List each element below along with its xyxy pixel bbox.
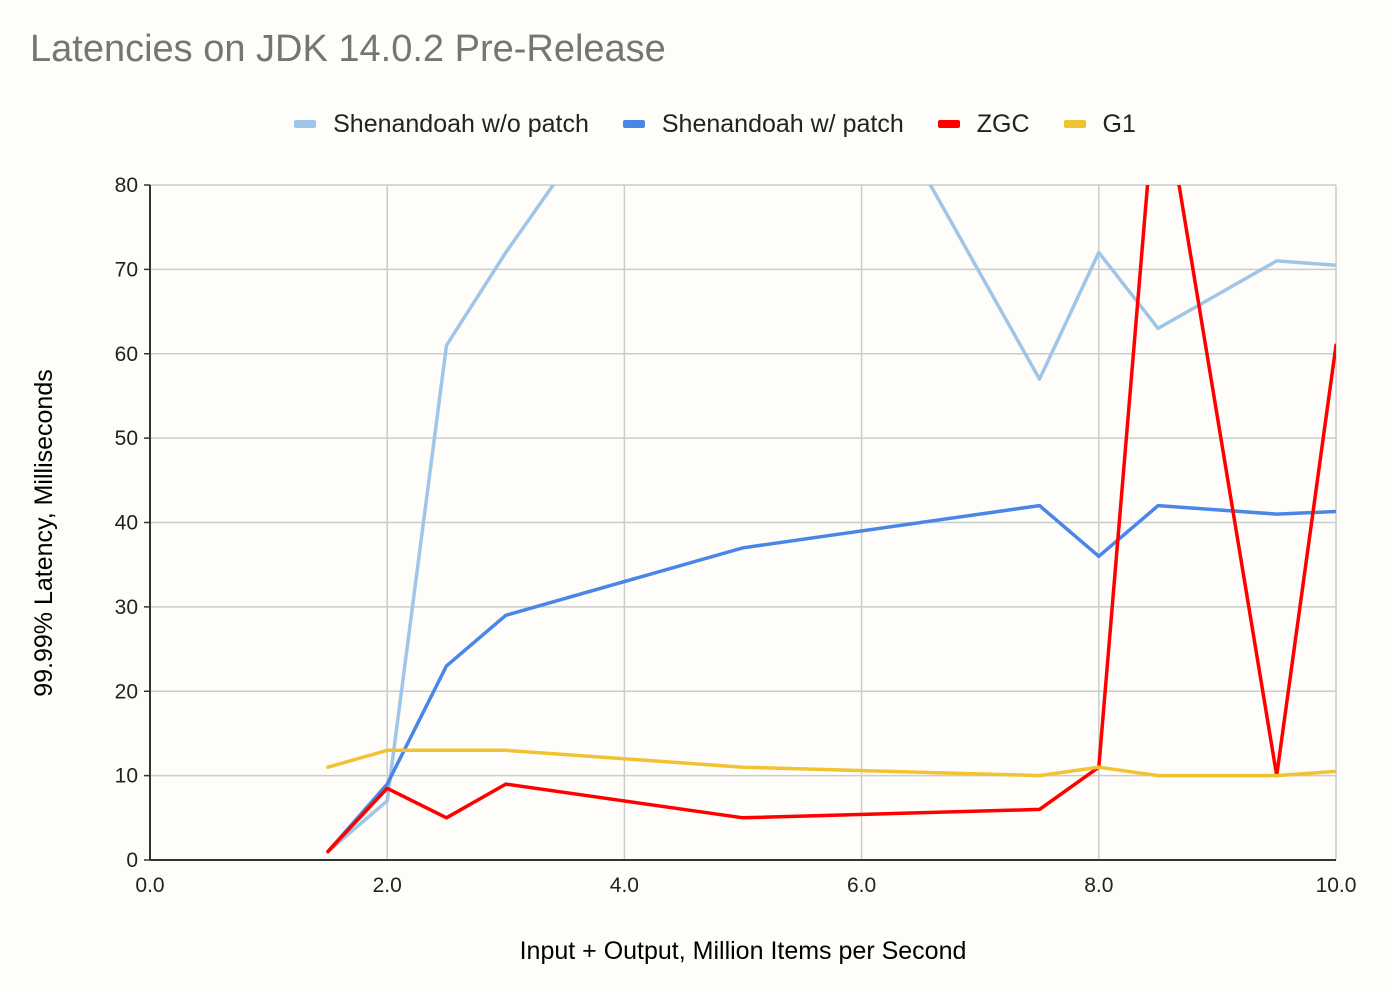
legend-label: ZGC	[976, 109, 1030, 138]
y-tick-label: 30	[115, 596, 138, 619]
x-axis-title: Input + Output, Million Items per Second	[520, 937, 967, 965]
y-tick-label: 80	[115, 174, 138, 197]
series-line-zgc	[326, 185, 1336, 854]
y-tick-label: 10	[115, 765, 138, 788]
x-tick-label: 4.0	[610, 874, 639, 897]
grid	[150, 184, 1337, 860]
legend-label: Shenandoah w/o patch	[333, 109, 589, 138]
tick-labels: 0 10 20 30 40 50 60 70 80 0.0 2.0 4.0 6.0 8.0 10.0	[115, 174, 1357, 897]
legend-swatch	[937, 120, 960, 128]
y-tick-label: 50	[115, 427, 138, 450]
legend-label: G1	[1102, 109, 1136, 138]
y-tick-label: 60	[115, 343, 138, 366]
series-line-g1	[326, 748, 1336, 778]
y-axis-title: 99.99% Latency, Milliseconds	[30, 369, 58, 697]
x-tick-label: 6.0	[847, 874, 876, 897]
x-tick-label: 2.0	[373, 874, 402, 897]
legend-item: G1	[1063, 109, 1136, 139]
legend-swatch	[1063, 120, 1086, 128]
legend-label: Shenandoah w/ patch	[661, 109, 904, 138]
x-tick-label: 10.0	[1316, 874, 1357, 897]
y-tick-label: 70	[115, 258, 138, 281]
legend-item: Shenandoah w/o patch	[294, 110, 589, 139]
chart-title: Latencies on JDK 14.0.2 Pre-Release	[30, 28, 666, 70]
legend-swatch	[622, 120, 645, 128]
legend-swatch	[294, 120, 317, 128]
series-line-shenandoah-w-patch	[326, 503, 1336, 854]
series-lines	[326, 185, 1336, 854]
legend-item: ZGC	[937, 109, 1030, 139]
y-tick-label: 40	[115, 512, 138, 535]
axes	[144, 184, 1336, 861]
x-tick-label: 8.0	[1084, 874, 1113, 897]
y-tick-label: 0	[126, 849, 138, 872]
x-tick-label: 0.0	[135, 874, 164, 897]
legend-item: Shenandoah w/ patch	[622, 109, 904, 139]
y-tick-label: 20	[115, 680, 138, 703]
legend: Shenandoah w/o patch Shenandoah w/ patch Z…	[0, 106, 1390, 142]
